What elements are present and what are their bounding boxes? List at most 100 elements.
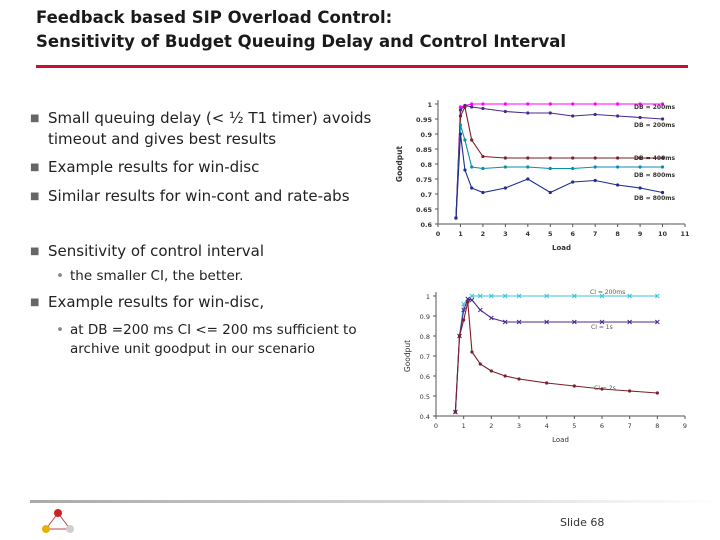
series-line bbox=[455, 103, 663, 219]
chart-control-interval: 0.4 0.5 0.6 0.7 0.8 0.9 1 0 1 2 3 4 5 6 7 8 9 Load Goodput… bbox=[404, 289, 687, 444]
data-point bbox=[638, 115, 642, 120]
data-point bbox=[526, 156, 530, 160]
data-point bbox=[481, 106, 485, 111]
y-tick-label: 0.9 bbox=[420, 313, 430, 321]
data-point bbox=[503, 165, 507, 169]
data-point bbox=[465, 296, 471, 302]
bullet-text: Sensitivity of control interval bbox=[48, 242, 265, 260]
title-line-1: Feedback based SIP Overload Control: bbox=[36, 8, 393, 27]
data-point bbox=[462, 318, 466, 322]
data-point bbox=[638, 156, 642, 160]
dot-bullet-icon: • bbox=[56, 268, 64, 284]
y-tick-label: 1 bbox=[426, 293, 430, 301]
data-point bbox=[571, 319, 577, 325]
data-point bbox=[470, 138, 474, 142]
data-point bbox=[660, 102, 665, 106]
data-point bbox=[470, 186, 474, 190]
data-point bbox=[488, 315, 494, 321]
bullet-text: Example results for win-disc, bbox=[48, 293, 265, 311]
data-point bbox=[638, 102, 642, 106]
y-tick-label: 0.5 bbox=[420, 393, 430, 401]
x-tick-label: 4 bbox=[545, 422, 549, 430]
bullet-2: ■ Example results for win-disc bbox=[30, 157, 400, 178]
data-point bbox=[478, 362, 482, 366]
square-bullet-icon: ■ bbox=[30, 162, 40, 173]
data-point bbox=[458, 105, 463, 109]
data-point bbox=[548, 111, 552, 115]
series-label: CI = 2s bbox=[594, 385, 616, 392]
data-point bbox=[638, 186, 642, 190]
data-point bbox=[503, 109, 507, 114]
x-tick-label: 7 bbox=[593, 230, 598, 238]
data-point bbox=[481, 166, 485, 171]
data-point bbox=[502, 319, 508, 325]
y-tick-label: 0.7 bbox=[420, 191, 432, 199]
x-tick-label: 9 bbox=[638, 230, 643, 238]
data-point bbox=[526, 165, 530, 169]
data-point bbox=[655, 391, 659, 395]
series-line bbox=[454, 301, 658, 413]
bullet-text: Similar results for win-cont and rate-ab… bbox=[48, 187, 350, 205]
data-point bbox=[654, 319, 660, 325]
series-label: CI = 1s bbox=[591, 324, 613, 331]
y-axis-label: Goodput bbox=[395, 146, 404, 183]
x-tick-label: 0 bbox=[434, 422, 438, 430]
slide-title: Feedback based SIP Overload Control: Sen… bbox=[36, 6, 566, 54]
data-point bbox=[571, 293, 577, 299]
data-point bbox=[502, 293, 508, 299]
bullet-text: Small queuing delay (< ½ T1 timer) avoid… bbox=[48, 109, 372, 148]
y-tick-label: 0.8 bbox=[420, 333, 430, 341]
data-point bbox=[503, 102, 507, 106]
data-point bbox=[463, 138, 467, 142]
data-point bbox=[600, 387, 604, 391]
series-line bbox=[455, 133, 663, 219]
data-point bbox=[544, 319, 550, 325]
data-point bbox=[516, 293, 522, 299]
data-point bbox=[660, 156, 665, 160]
title-underline bbox=[36, 65, 688, 68]
data-point bbox=[453, 410, 457, 414]
subbullet-text: the smaller CI, the better. bbox=[70, 268, 244, 284]
y-tick-label: 1 bbox=[427, 101, 432, 109]
data-point bbox=[593, 165, 597, 169]
data-point bbox=[616, 165, 620, 169]
data-point bbox=[548, 156, 552, 160]
data-point bbox=[616, 183, 620, 187]
data-point bbox=[458, 108, 463, 112]
x-axis-label: Load bbox=[552, 436, 569, 444]
data-point bbox=[571, 166, 575, 171]
data-point bbox=[571, 114, 575, 118]
university-logo-icon bbox=[42, 509, 74, 533]
x-tick-label: 5 bbox=[548, 230, 553, 238]
footer-divider bbox=[30, 500, 720, 503]
data-point bbox=[463, 168, 467, 172]
data-point bbox=[548, 190, 552, 195]
x-tick-label: 0 bbox=[436, 230, 441, 238]
subbullet-1: • the smaller CI, the better. bbox=[56, 267, 386, 286]
data-point bbox=[599, 293, 605, 299]
data-point bbox=[463, 105, 467, 109]
square-bullet-icon: ■ bbox=[30, 191, 40, 202]
series-label: DB = 800ms bbox=[634, 172, 676, 179]
x-tick-label: 3 bbox=[503, 230, 508, 238]
y-tick-label: 0.85 bbox=[416, 146, 433, 154]
series-line bbox=[454, 298, 658, 413]
series-label: CI = 200ms bbox=[590, 289, 625, 296]
square-bullet-icon: ■ bbox=[30, 113, 40, 124]
x-tick-label: 11 bbox=[680, 230, 690, 238]
y-tick-label: 0.8 bbox=[420, 161, 432, 169]
data-point bbox=[593, 102, 597, 106]
data-point bbox=[548, 102, 552, 106]
data-point bbox=[489, 369, 493, 373]
x-tick-label: 2 bbox=[481, 230, 486, 238]
x-tick-label: 1 bbox=[458, 230, 463, 238]
data-point bbox=[458, 132, 463, 136]
y-tick-label: 0.75 bbox=[416, 176, 433, 184]
square-bullet-icon: ■ bbox=[30, 246, 40, 257]
slide-number: Slide 68 bbox=[560, 516, 605, 529]
data-point bbox=[526, 102, 530, 106]
data-point bbox=[469, 293, 475, 299]
data-point bbox=[517, 377, 521, 381]
x-tick-label: 2 bbox=[489, 422, 493, 430]
